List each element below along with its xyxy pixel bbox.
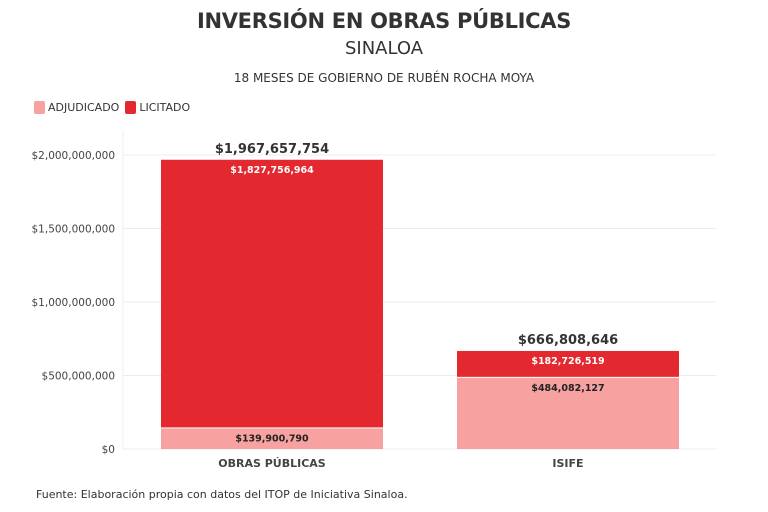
- bar-total-label: $666,808,646: [518, 333, 618, 348]
- y-tick-label: $1,000,000,000: [32, 297, 116, 309]
- chart-title: INVERSIÓN EN OBRAS PÚBLICAS: [196, 9, 572, 33]
- legend: ADJUDICADO LICITADO: [34, 101, 196, 114]
- legend-swatch-licitado: [125, 101, 137, 114]
- chart-subtitle: SINALOA: [344, 38, 424, 59]
- source-note: Fuente: Elaboración propia con datos del…: [36, 488, 408, 501]
- legend-item-adjudicado[interactable]: ADJUDICADO: [34, 101, 119, 114]
- bar-segment-licitado: [457, 350, 679, 377]
- bar-segment-label: $484,082,127: [531, 383, 604, 394]
- y-tick-label: $1,500,000,000: [32, 224, 116, 236]
- legend-label-licitado: LICITADO: [139, 101, 191, 114]
- legend-item-licitado[interactable]: LICITADO: [125, 101, 190, 114]
- chart-subsubtitle: 18 MESES DE GOBIERNO DE RUBÉN ROCHA MOYA: [233, 71, 535, 85]
- y-tick-label: $2,000,000,000: [32, 150, 116, 162]
- bar-segment-label: $182,726,519: [531, 356, 604, 367]
- bar-segment-label: $1,827,756,964: [230, 165, 314, 176]
- x-category-label: OBRAS PÚBLICAS: [218, 457, 326, 470]
- legend-swatch-adjudicado: [34, 101, 45, 114]
- y-tick-label: $0: [102, 444, 115, 456]
- bar-segment-label: $139,900,790: [235, 433, 309, 444]
- legend-label-adjudicado: ADJUDICADO: [48, 101, 120, 114]
- bar-segment-licitado: [161, 159, 383, 428]
- y-tick-label: $500,000,000: [42, 371, 115, 383]
- x-category-label: ISIFE: [552, 457, 583, 470]
- bar-segment-adjudicado: [161, 428, 383, 449]
- bar-total-label: $1,967,657,754: [215, 142, 329, 157]
- bar-segment-adjudicado: [457, 377, 679, 449]
